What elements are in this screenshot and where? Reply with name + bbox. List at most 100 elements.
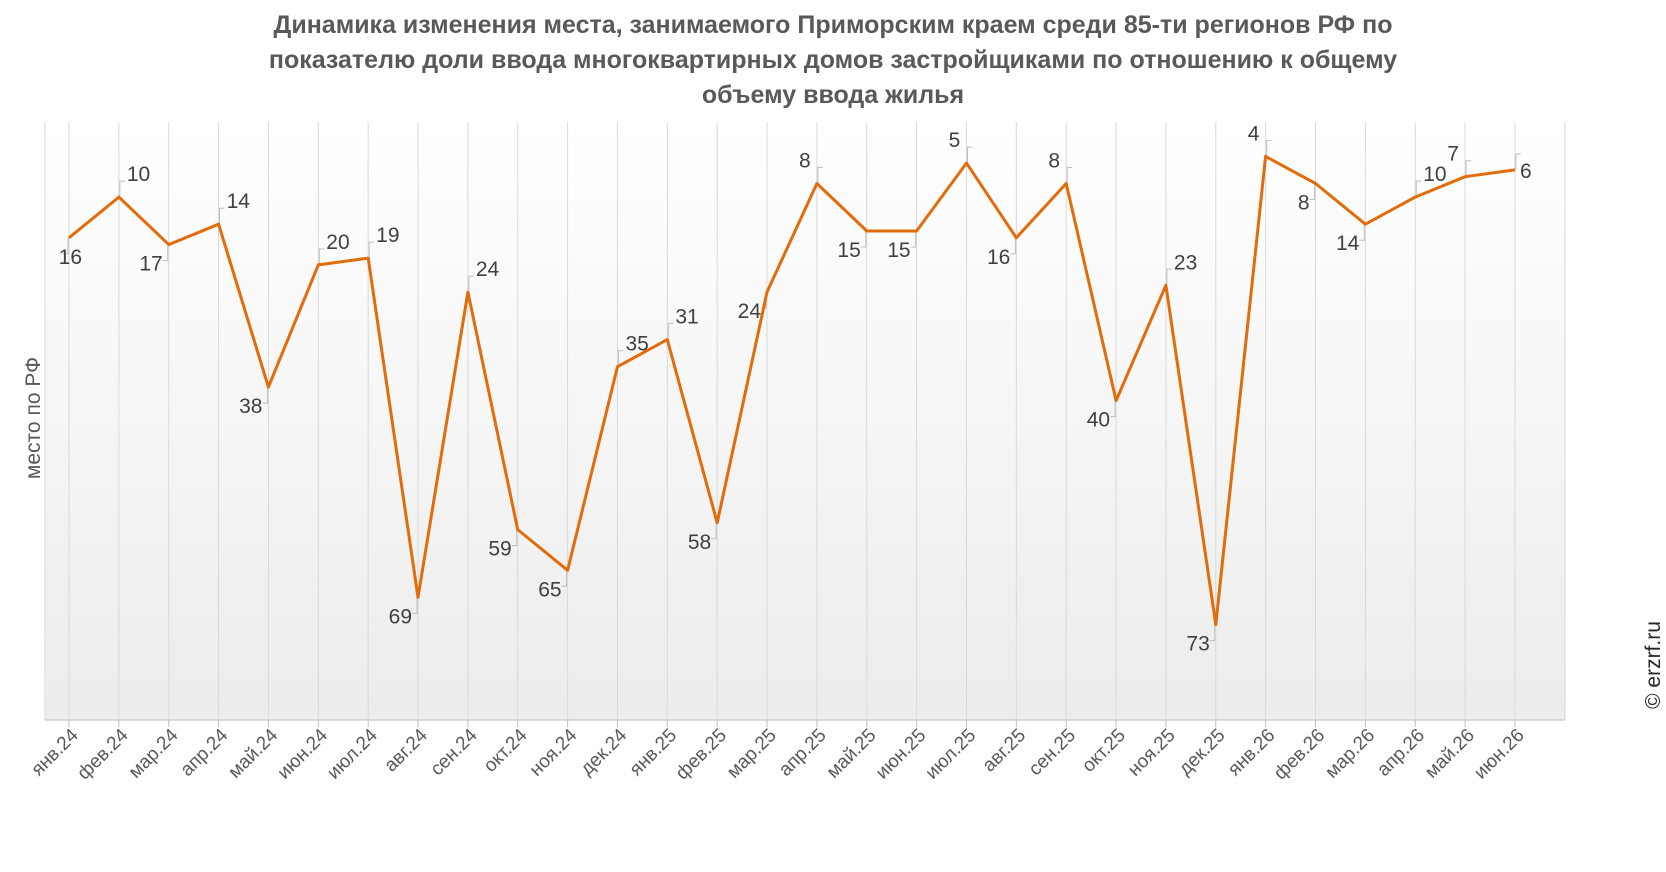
leader-line [860,231,867,248]
plot-area [45,122,1565,720]
leader-line [63,237,69,255]
leader-line [1209,624,1216,642]
chart-title-line-3: объему ввода жилья [701,81,965,109]
data-label: 23 [1174,251,1197,274]
data-label: 31 [675,306,698,329]
x-tick-label: май.24 [224,725,282,783]
x-tick-label: апр.25 [775,725,831,781]
data-labels: 16 10 17 14 38 20 19 69 24 59 65 35 31 58 24 8 15 15 5 16 8 4… [59,122,1532,655]
leader-line [1266,139,1272,157]
leader-line [1309,183,1315,200]
leader-line [1465,160,1472,177]
data-label: 5 [949,129,961,152]
data-label: 10 [127,163,150,186]
x-tick-label: фев.25 [672,725,731,784]
x-tick-label: май.25 [823,725,881,783]
x-tick-label: мар.26 [1321,725,1379,783]
data-label: 6 [1520,160,1532,183]
leader-line [966,146,973,164]
x-axis-ticks [68,720,1516,727]
leader-line [119,180,125,198]
data-label: 8 [1298,192,1310,215]
leader-line [468,275,474,293]
x-tick-label: авг.24 [380,725,432,777]
chart-title: Динамика изменения места, занимаемого Пр… [0,8,1666,113]
x-tick-label: июн.26 [1470,725,1529,784]
leader-line [711,522,717,540]
leader-line [1415,180,1422,198]
x-tick-label: июн.25 [872,725,931,784]
x-tick-label: ноя.24 [526,725,582,781]
x-tick-label: фев.24 [73,725,132,784]
x-tick-label: сен.24 [427,725,482,780]
x-tick-label: июл.24 [323,725,382,784]
x-tick-label: мар.25 [723,725,781,783]
label-leader-lines [63,139,1521,642]
data-label: 15 [887,239,910,262]
leader-line [162,244,169,262]
data-label: 15 [837,239,860,262]
data-label: 35 [625,333,648,356]
x-tick-label: янв.25 [626,725,681,780]
grid-lines [44,122,1566,720]
data-label: 38 [239,395,262,418]
data-label: 19 [376,224,399,247]
data-label: 69 [389,605,412,628]
leader-line [1515,153,1521,170]
x-tick-label: ноя.25 [1124,725,1180,781]
chart-title-line-2: показателю доли ввода многоквартирных до… [268,46,1398,74]
data-label: 8 [1048,150,1060,173]
leader-line [1359,224,1365,241]
leader-line [667,323,674,340]
data-label: 8 [799,150,811,173]
data-label: 17 [139,253,162,276]
x-tick-label: янв.26 [1224,725,1279,780]
x-tick-label: дек.24 [577,725,632,780]
leader-line [219,207,225,225]
x-tick-label: май.26 [1421,725,1479,783]
data-label: 4 [1248,122,1260,145]
data-label: 16 [59,246,82,269]
x-tick-label: апр.26 [1373,725,1429,781]
data-label: 40 [1087,409,1110,432]
leader-line [561,570,568,587]
data-label: 16 [987,246,1010,269]
x-tick-label: дек.25 [1175,725,1230,780]
data-label: 7 [1447,143,1459,166]
leader-line [412,597,418,614]
leader-line [1066,167,1073,184]
leader-line [1166,268,1172,286]
series-line-group [68,154,1516,627]
chart-title-line-1: Динамика изменения места, занимаемого Пр… [273,11,1393,39]
x-tick-label: окт.24 [480,725,532,777]
leader-line [1110,400,1116,418]
data-label: 59 [488,538,511,561]
x-tick-label: фев.26 [1270,725,1329,784]
data-label: 10 [1423,163,1446,186]
leader-line [617,350,624,367]
series-line [68,154,1516,627]
data-label: 14 [1336,232,1360,255]
data-label: 24 [738,300,762,323]
x-tick-label: июл.25 [922,725,981,784]
x-tick-label: мар.24 [125,725,183,783]
data-label: 73 [1186,633,1209,656]
leader-line [318,248,325,265]
data-label: 14 [227,190,251,213]
data-label: 65 [538,578,561,601]
x-tick-label: авг.25 [979,725,1030,776]
data-label: 20 [326,231,349,254]
leader-line [817,167,823,184]
x-tick-label: июн.24 [274,725,333,784]
x-tick-label: окт.25 [1078,725,1130,777]
x-tick-label: апр.24 [177,725,233,781]
x-axis-labels: янв.24фев.24мар.24апр.24май.24июн.24июл.… [27,725,1528,785]
data-label: 58 [688,531,711,554]
leader-line [368,241,375,259]
leader-line [1010,237,1016,255]
data-label: 24 [476,258,500,281]
leader-line [511,529,518,547]
leader-line [262,387,268,404]
leader-line [910,231,917,248]
